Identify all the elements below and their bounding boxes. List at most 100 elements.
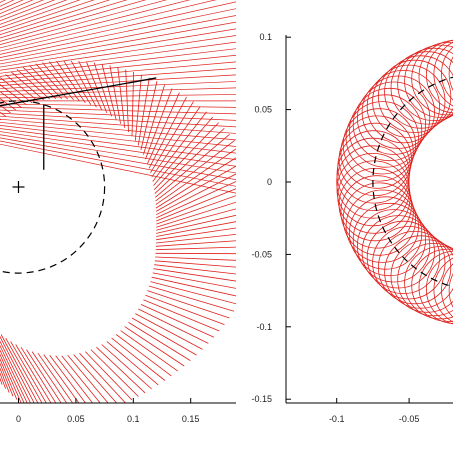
right-circle-family [336, 39, 453, 325]
right-y-tick-label: -0.1 [256, 322, 272, 332]
left-line [0, 48, 236, 77]
left-line [0, 353, 22, 403]
left-line [153, 268, 236, 282]
left-line [145, 294, 225, 325]
left-line [0, 54, 236, 80]
left-line [0, 335, 35, 403]
left-line [156, 227, 236, 241]
right-small-circle [448, 273, 453, 308]
left-line [61, 355, 101, 403]
left-line [0, 0, 250, 101]
left-line [0, 0, 95, 32]
right-small-circle [441, 263, 453, 318]
left-line [78, 60, 103, 111]
left-line [0, 125, 236, 154]
left-line [150, 281, 236, 305]
left-line [0, 28, 236, 68]
left-line [140, 81, 158, 151]
left-line [43, 354, 80, 403]
right-small-circle [352, 202, 426, 277]
left-line [26, 349, 62, 403]
left-line [117, 67, 126, 128]
left-line [0, 0, 128, 39]
left-line [0, 344, 28, 403]
left-line [150, 101, 194, 174]
left-line [0, 0, 195, 101]
right-small-circle [366, 220, 440, 294]
left-line [140, 304, 215, 338]
left-line [131, 317, 197, 356]
left-line [156, 188, 236, 222]
left-line [151, 276, 236, 297]
left-line [90, 349, 139, 397]
left-line [124, 326, 185, 367]
left-line [155, 165, 236, 212]
left-line [155, 240, 236, 247]
left-line [156, 173, 236, 216]
right-small-circle [433, 41, 453, 107]
left-line [115, 334, 172, 377]
right-small-circle [418, 250, 453, 324]
right-small-circle [348, 94, 423, 168]
right-small-circle [356, 209, 431, 283]
right-small-circle [337, 130, 411, 204]
left-line [156, 221, 236, 237]
left-line [0, 0, 81, 29]
left-line [0, 81, 236, 93]
left-line [153, 116, 214, 186]
left-line [156, 214, 236, 234]
left-line [155, 148, 236, 205]
left-line [155, 157, 236, 209]
left-line [0, 41, 236, 74]
left-line [10, 71, 44, 101]
left-line [148, 96, 187, 169]
left-line [152, 272, 236, 289]
left-chart: 0 0.05 0.1 0.15 [0, 0, 250, 424]
left-line [128, 322, 191, 361]
left-line [0, 334, 39, 403]
left-line [156, 195, 236, 225]
left-line [20, 346, 57, 403]
right-small-circle [411, 248, 453, 322]
left-line [156, 181, 236, 219]
right-small-circle [372, 226, 446, 300]
left-line [137, 77, 150, 146]
right-small-circle [426, 253, 453, 325]
right-small-circle [426, 39, 453, 111]
left-line [85, 351, 133, 401]
right-y-tick-label: 0 [267, 177, 272, 187]
left-line [0, 74, 236, 90]
left-line [49, 61, 80, 102]
left-line [73, 354, 118, 403]
right-small-circle [336, 145, 410, 219]
right-x-tick-label: -0.1 [329, 414, 345, 424]
left-line [0, 61, 236, 83]
left-line [155, 140, 235, 202]
left-line [0, 0, 188, 101]
left-line [56, 60, 86, 104]
left-line [0, 112, 236, 128]
left-line [5, 337, 43, 403]
left-line [0, 98, 16, 111]
left-line [0, 0, 111, 36]
left-line [0, 118, 236, 141]
left-line [67, 355, 109, 403]
left-line [145, 88, 173, 160]
left-line [135, 313, 203, 350]
left-line [0, 349, 25, 403]
left-line [138, 308, 209, 344]
left-x-tick-label: 0.05 [67, 414, 85, 424]
right-chart: 0.1 0.05 0 -0.05 -0.1 -0.15 -0.1 -0.05 [251, 32, 453, 424]
right-small-circle [441, 46, 453, 101]
left-line [0, 106, 236, 115]
left-line [111, 337, 166, 381]
left-line [0, 8, 236, 58]
right-small-circle [377, 231, 452, 305]
left-line [143, 299, 220, 332]
right-small-circle [356, 81, 431, 155]
right-small-circle [390, 51, 453, 125]
right-small-circle [338, 122, 412, 196]
left-line [0, 0, 217, 52]
left-line [0, 115, 236, 134]
left-line [148, 285, 235, 312]
